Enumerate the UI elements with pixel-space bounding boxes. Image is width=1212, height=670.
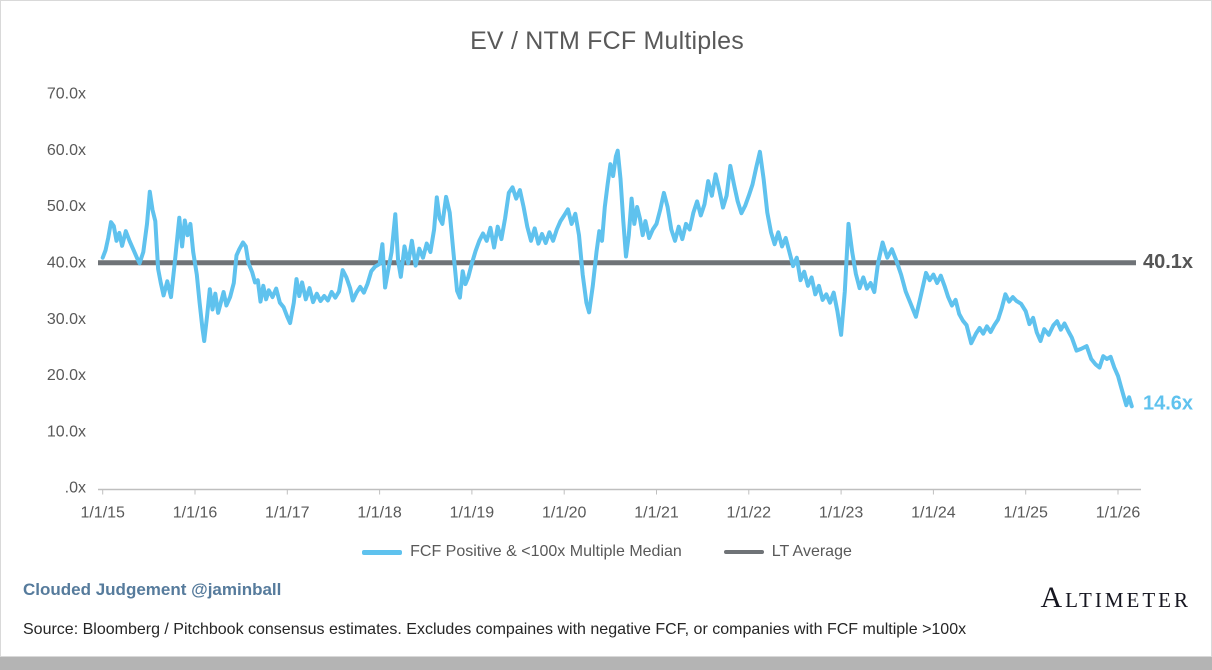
x-axis-tick-label: 1/1/22 bbox=[727, 505, 772, 522]
y-axis-tick-label: 20.0x bbox=[47, 367, 86, 384]
y-axis-tick-label: 40.0x bbox=[47, 255, 86, 272]
legend-item-fcf-median: FCF Positive & <100x Multiple Median bbox=[362, 543, 682, 561]
x-axis-tick-label: 1/1/15 bbox=[80, 505, 125, 522]
altimeter-logo: Altimeter bbox=[1040, 581, 1191, 614]
y-axis-tick-label: 60.0x bbox=[47, 142, 86, 159]
x-axis-tick-label: 1/1/19 bbox=[450, 505, 495, 522]
x-axis-tick-label: 1/1/26 bbox=[1096, 505, 1141, 522]
y-axis-tick-label: 10.0x bbox=[47, 423, 86, 440]
x-axis-tick-label: 1/1/18 bbox=[357, 505, 402, 522]
y-axis-tick-label: 70.0x bbox=[47, 86, 86, 103]
x-axis-tick-label: 1/1/24 bbox=[911, 505, 956, 522]
y-axis-tick-label: 50.0x bbox=[47, 198, 86, 215]
window-edge-strip bbox=[0, 657, 1212, 670]
byline-clouded-judgement: Clouded Judgement @jaminball bbox=[23, 580, 282, 599]
x-axis-tick-label: 1/1/17 bbox=[265, 505, 310, 522]
x-axis-tick-label: 1/1/16 bbox=[173, 505, 218, 522]
x-axis-tick-label: 1/1/21 bbox=[634, 505, 679, 522]
legend-label-fcf-median: FCF Positive & <100x Multiple Median bbox=[410, 543, 682, 560]
x-axis-tick-label: 1/1/20 bbox=[542, 505, 587, 522]
legend-item-lt-average: LT Average bbox=[723, 543, 852, 561]
lt-average-value-label: 40.1x bbox=[1143, 251, 1193, 273]
chart-legend: FCF Positive & <100x Multiple Median LT … bbox=[1, 543, 1212, 561]
chart-title: EV / NTM FCF Multiples bbox=[470, 27, 744, 55]
x-axis-tick-label: 1/1/23 bbox=[819, 505, 864, 522]
fcf-line-swatch-icon bbox=[362, 549, 403, 555]
chart-plot-area: 70.0x 60.0x 50.0x 40.0x 30.0x 20.0x 10.0x .0x 1/… bbox=[47, 86, 1193, 522]
last-value-label: 14.6x bbox=[1143, 393, 1193, 415]
source-note: Source: Bloomberg / Pitchbook consensus … bbox=[23, 621, 967, 638]
y-axis-tick-label: .0x bbox=[65, 480, 86, 497]
x-axis-tick-label: 1/1/25 bbox=[1003, 505, 1048, 522]
legend-label-lt-average: LT Average bbox=[771, 543, 852, 560]
lt-average-swatch-icon bbox=[723, 550, 764, 554]
y-axis-tick-label: 30.0x bbox=[47, 311, 86, 328]
fcf-median-line bbox=[100, 148, 1134, 409]
